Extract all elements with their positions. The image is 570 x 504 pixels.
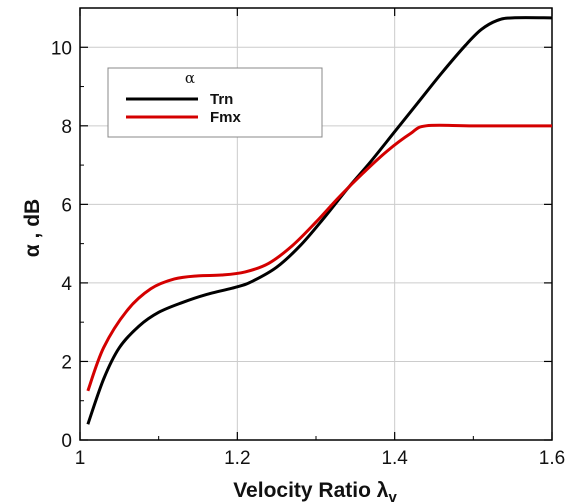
y-tick-label: 6 [61, 195, 72, 216]
x-tick-label: 1.2 [224, 448, 250, 469]
x-tick-label: 1 [75, 448, 86, 469]
x-tick-label: 1.6 [539, 448, 565, 469]
y-tick-label: 8 [61, 117, 72, 138]
legend-label-trn: Trn [210, 91, 233, 108]
legend-title: α [185, 69, 195, 87]
y-tick-label: 10 [51, 38, 72, 59]
legend: α Trn Fmx [107, 67, 323, 138]
y-tick-label: 4 [61, 274, 72, 295]
y-tick-label: 2 [61, 352, 72, 373]
series-lines [86, 16, 553, 425]
x-tick-label: 1.4 [381, 448, 408, 469]
legend-label-fmx: Fmx [210, 109, 242, 126]
legend-box [107, 67, 323, 138]
axis-ticks: 1 1.2 1.4 1.6 0 2 4 6 8 10 [51, 8, 565, 469]
y-tick-label: 0 [61, 431, 72, 452]
y-axis-title: α , dB [21, 199, 44, 257]
series-line-fmx [86, 123, 552, 392]
x-axis-title: Velocity Ratio λv [233, 479, 397, 504]
series-line-trn [86, 16, 553, 425]
